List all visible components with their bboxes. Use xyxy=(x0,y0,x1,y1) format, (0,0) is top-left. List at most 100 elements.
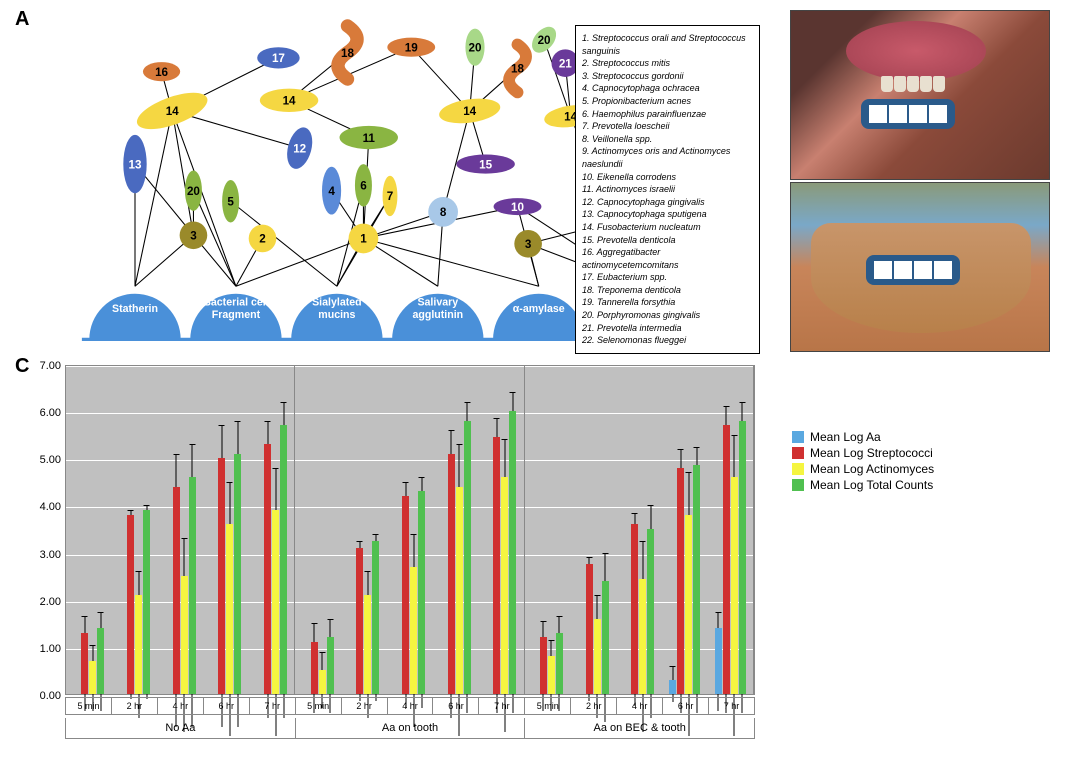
species-item: 13. Capnocytophaga sputigena xyxy=(582,208,753,221)
bar-total xyxy=(464,421,471,694)
species-item: 10. Eikenella corrodens xyxy=(582,171,753,184)
bar-actino xyxy=(410,567,417,694)
bar-strep xyxy=(127,515,134,694)
svg-text:Sialylated: Sialylated xyxy=(312,296,362,308)
species-item: 1. Streptococcus orali and Streptococcus… xyxy=(582,32,753,57)
species-item: 15. Prevotella denticola xyxy=(582,234,753,247)
x-tick: 6 hr xyxy=(433,698,479,714)
x-tick: 5 min xyxy=(525,698,571,714)
x-tick: 2 hr xyxy=(571,698,617,714)
bar-actino xyxy=(135,595,142,694)
svg-text:11: 11 xyxy=(363,132,376,145)
species-item: 22. Selenomonas flueggei xyxy=(582,334,753,347)
x-tick: 6 hr xyxy=(663,698,709,714)
svg-text:Fragment: Fragment xyxy=(212,309,261,321)
bar-total xyxy=(280,425,287,694)
bar-actino xyxy=(272,510,279,694)
bar-strep xyxy=(723,425,730,694)
svg-text:14: 14 xyxy=(463,105,476,118)
svg-text:16: 16 xyxy=(155,66,168,79)
bar-actino xyxy=(548,656,555,694)
x-tick: 4 hr xyxy=(158,698,204,714)
species-item: 19. Tannerella forsythia xyxy=(582,296,753,309)
x-tick: 2 hr xyxy=(112,698,158,714)
bar-strep xyxy=(493,437,500,694)
species-item: 4. Capnocytophaga ochracea xyxy=(582,82,753,95)
y-tick: 4.00 xyxy=(21,501,61,513)
bar-strep xyxy=(356,548,363,694)
legend-item: Mean Log Actinomyces xyxy=(792,462,934,476)
bar-aa xyxy=(715,628,722,694)
svg-text:18: 18 xyxy=(341,47,354,60)
species-legend: 1. Streptococcus orali and Streptococcus… xyxy=(575,25,760,354)
chart-plot-area: 0.001.002.003.004.005.006.007.00 xyxy=(65,365,755,695)
bar-aa xyxy=(669,680,676,694)
svg-text:20: 20 xyxy=(469,41,482,54)
bar-strep xyxy=(264,444,271,694)
x-tick: 6 hr xyxy=(204,698,250,714)
svg-text:14: 14 xyxy=(166,105,179,118)
species-item: 3. Streptococcus gordonii xyxy=(582,70,753,83)
species-item: 18. Treponema denticola xyxy=(582,284,753,297)
legend-item: Mean Log Streptococci xyxy=(792,446,934,460)
bar-strep xyxy=(540,637,547,694)
species-item: 6. Haemophilus parainfluenzae xyxy=(582,108,753,121)
y-tick: 1.00 xyxy=(21,643,61,655)
y-tick: 2.00 xyxy=(21,596,61,608)
species-item: 12. Capnocytophaga gingivalis xyxy=(582,196,753,209)
bar-total xyxy=(647,529,654,694)
svg-text:2: 2 xyxy=(259,233,266,246)
svg-text:17: 17 xyxy=(272,52,285,65)
svg-text:1: 1 xyxy=(360,233,367,246)
bar-total xyxy=(509,411,516,694)
bar-actino xyxy=(364,595,371,694)
bar-actino xyxy=(639,579,646,695)
bar-actino xyxy=(456,487,463,694)
bar-strep xyxy=(81,633,88,694)
bar-strep xyxy=(586,564,593,694)
svg-text:Salivary: Salivary xyxy=(417,296,458,308)
x-tick: 2 hr xyxy=(342,698,388,714)
bar-total xyxy=(327,637,334,694)
y-tick: 3.00 xyxy=(21,549,61,561)
legend-item: Mean Log Aa xyxy=(792,430,934,444)
species-item: 2. Streptococcus mitis xyxy=(582,57,753,70)
svg-text:4: 4 xyxy=(328,185,335,198)
svg-text:20: 20 xyxy=(538,34,551,47)
svg-text:6: 6 xyxy=(360,180,367,193)
bar-actino xyxy=(685,515,692,694)
x-tick: 4 hr xyxy=(617,698,663,714)
bar-actino xyxy=(594,619,601,694)
bar-total xyxy=(97,628,104,694)
bar-strep xyxy=(402,496,409,694)
species-item: 14. Fusobacterium nucleatum xyxy=(582,221,753,234)
bar-strep xyxy=(448,454,455,694)
bar-chart: Log CFU/ml 0.001.002.003.004.005.006.007… xyxy=(10,360,770,750)
svg-text:18: 18 xyxy=(511,63,524,76)
svg-text:8: 8 xyxy=(440,206,447,219)
svg-text:agglutinin: agglutinin xyxy=(412,309,463,321)
y-tick: 0.00 xyxy=(21,690,61,702)
svg-text:19: 19 xyxy=(405,41,418,54)
bar-total xyxy=(143,510,150,694)
svg-text:15: 15 xyxy=(479,158,492,171)
bar-actino xyxy=(181,576,188,694)
species-item: 20. Porphyromonas gingivalis xyxy=(582,309,753,322)
bar-strep xyxy=(677,468,684,694)
svg-text:20: 20 xyxy=(187,185,200,198)
species-item: 8. Veillonella spp. xyxy=(582,133,753,146)
svg-text:3: 3 xyxy=(190,230,197,243)
group-label: No Aa xyxy=(65,718,296,739)
bar-total xyxy=(189,477,196,694)
bar-actino xyxy=(226,524,233,694)
svg-text:14: 14 xyxy=(283,95,296,108)
y-tick: 5.00 xyxy=(21,454,61,466)
intraoral-photo xyxy=(790,10,1050,180)
chart-legend: Mean Log Aa Mean Log Streptococci Mean Log… xyxy=(792,430,934,494)
bar-strep xyxy=(218,458,225,694)
bar-strep xyxy=(173,487,180,694)
species-item: 5. Propionibacterium acnes xyxy=(582,95,753,108)
species-item: 17. Eubacterium spp. xyxy=(582,271,753,284)
svg-text:α-amylase: α-amylase xyxy=(513,303,565,315)
svg-text:mucins: mucins xyxy=(318,309,355,321)
